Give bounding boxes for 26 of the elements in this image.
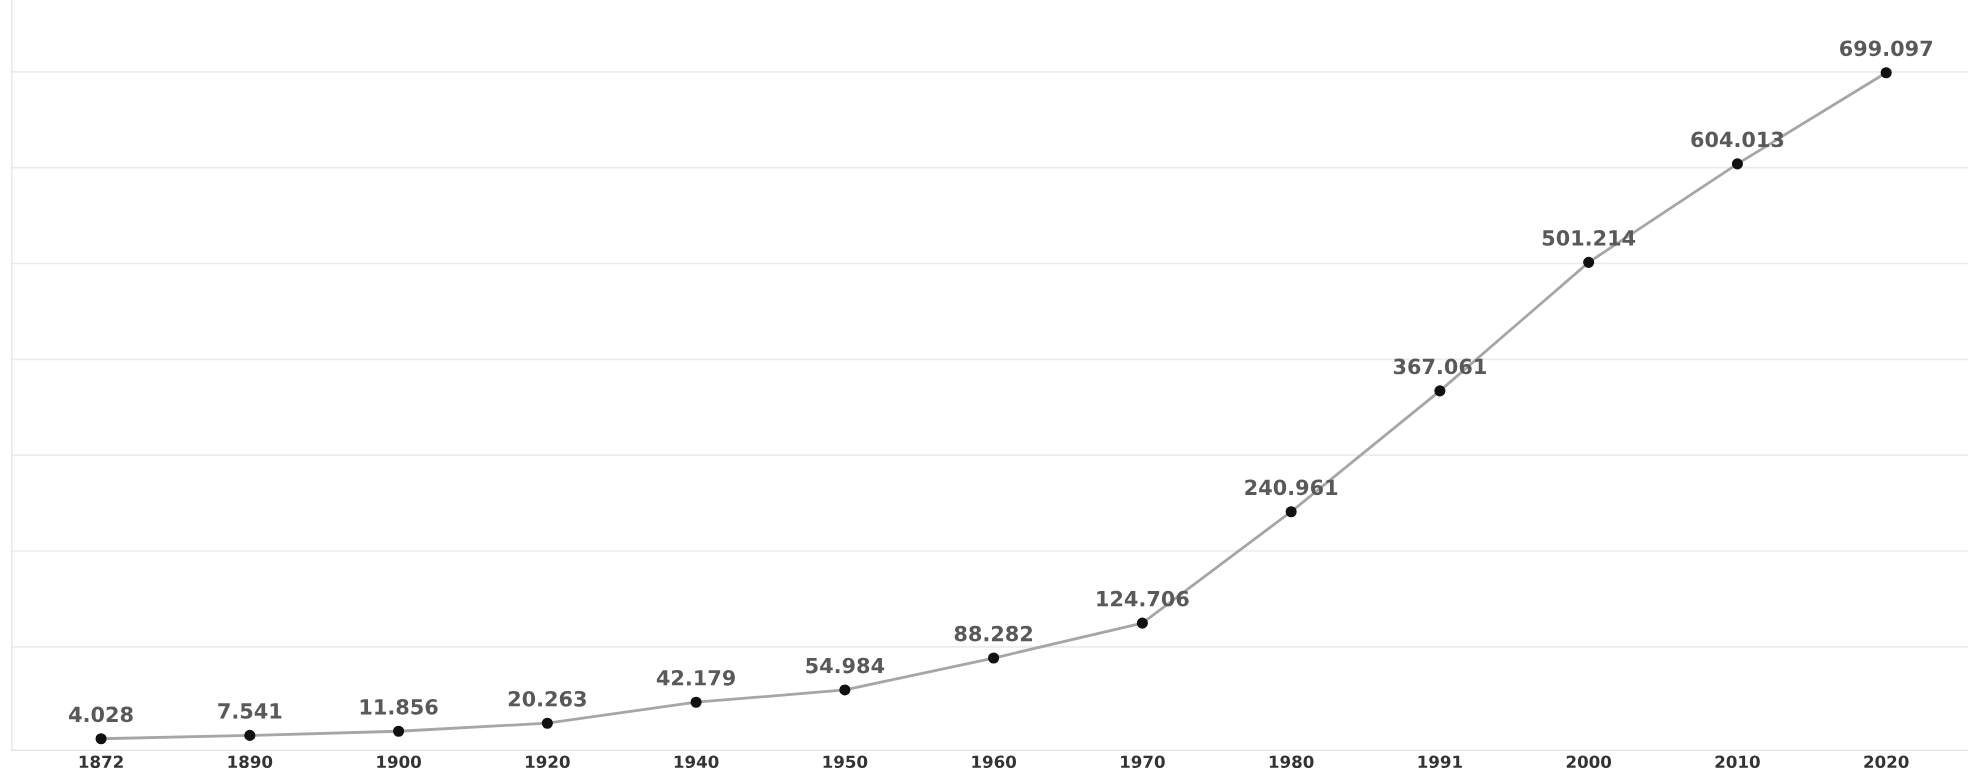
data-label: 367.061: [1393, 358, 1486, 375]
x-tick-label: 2000: [1566, 755, 1612, 769]
x-tick-label: 1872: [79, 755, 123, 769]
data-label: 88.282: [954, 625, 1033, 642]
data-label: 11.856: [360, 698, 438, 715]
data-label: 124.706: [1097, 590, 1189, 607]
x-tick-label: 1980: [1269, 755, 1314, 769]
data-label: 240.961: [1245, 479, 1338, 496]
data-label: 42.179: [656, 669, 735, 686]
x-tick-label: 1950: [823, 755, 868, 769]
x-tick-label: 2010: [1715, 755, 1760, 769]
x-tick-label: 1970: [1121, 755, 1165, 769]
data-label: 54.984: [806, 657, 885, 674]
x-tick-label: 1991: [1418, 755, 1462, 769]
x-tick-label: 1900: [377, 755, 421, 769]
x-tick-label: 1960: [972, 755, 1017, 769]
data-label: 7.541: [218, 703, 282, 719]
x-tick-label: 1920: [526, 755, 570, 769]
data-label: 604.013: [1691, 131, 1784, 148]
x-tick-label: 1940: [674, 755, 719, 769]
x-tick-label: 2020: [1864, 755, 1909, 769]
data-label: 4.028: [69, 706, 133, 723]
data-label: 20.263: [508, 690, 586, 707]
data-label: 501.214: [1542, 230, 1636, 246]
x-tick-label: 1890: [228, 755, 273, 769]
data-label: 699.097: [1840, 40, 1932, 57]
